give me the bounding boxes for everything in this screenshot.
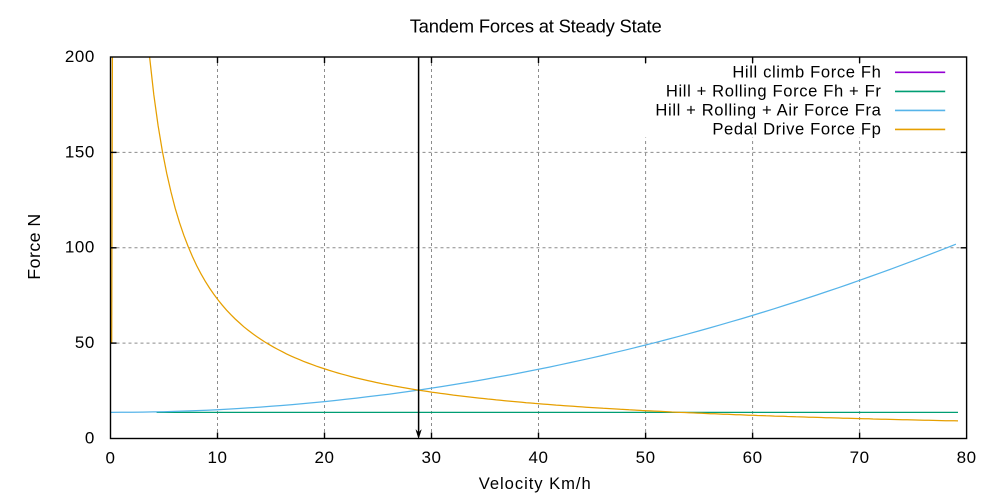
svg-text:0: 0 [85, 428, 95, 447]
svg-text:50: 50 [75, 333, 95, 352]
svg-text:100: 100 [65, 238, 95, 257]
svg-text:Force N: Force N [24, 213, 44, 279]
svg-text:30: 30 [422, 448, 442, 467]
svg-text:Velocity Km/h: Velocity Km/h [479, 474, 592, 493]
svg-text:50: 50 [636, 448, 656, 467]
svg-text:Hill + Rolling Force Fh + Fr: Hill + Rolling Force Fh + Fr [666, 81, 882, 100]
svg-text:70: 70 [850, 448, 870, 467]
svg-text:Pedal Drive Force Fp: Pedal Drive Force Fp [712, 119, 881, 138]
svg-text:Hill + Rolling + Air Force Fra: Hill + Rolling + Air Force Fra [655, 100, 881, 119]
svg-text:20: 20 [315, 448, 335, 467]
svg-text:80: 80 [957, 448, 977, 467]
svg-text:40: 40 [529, 448, 549, 467]
svg-text:10: 10 [208, 448, 228, 467]
svg-text:Hill climb Force Fh: Hill climb Force Fh [732, 62, 881, 81]
svg-text:0: 0 [106, 448, 116, 467]
svg-text:Tandem Forces at Steady State: Tandem Forces at Steady State [410, 15, 662, 36]
svg-text:200: 200 [65, 47, 95, 66]
svg-text:150: 150 [65, 142, 95, 161]
svg-text:60: 60 [743, 448, 763, 467]
